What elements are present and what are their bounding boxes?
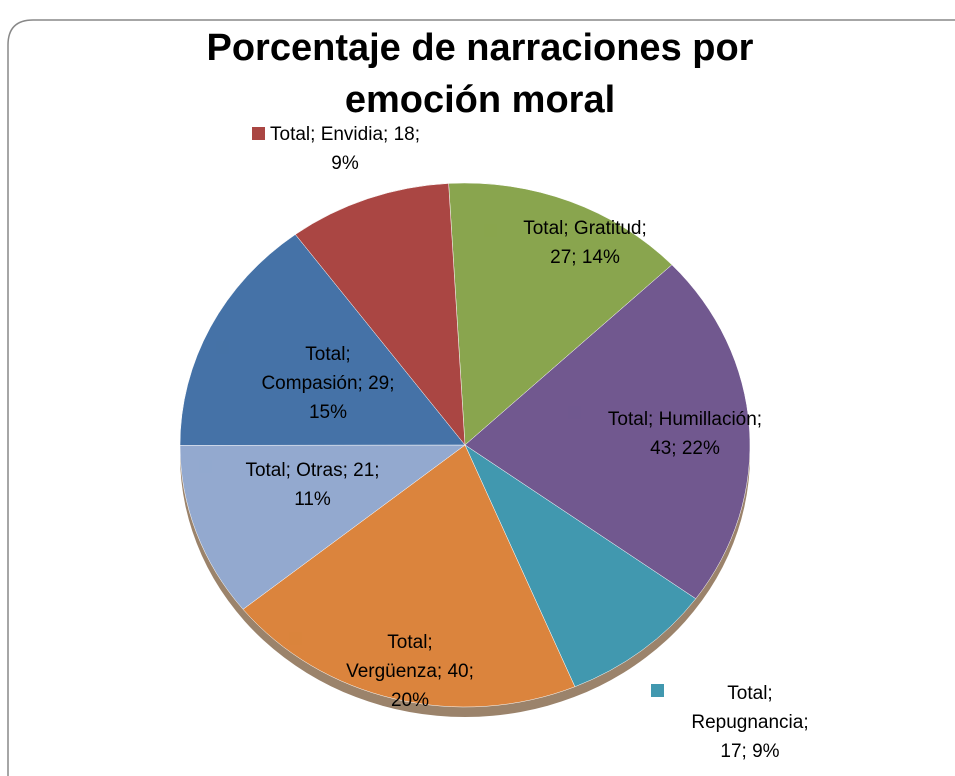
pie-slice [464,264,751,600]
pie-slice [179,234,466,446]
frame [7,19,955,776]
legend-key [289,632,302,645]
pie-slice [448,182,673,446]
legend-key [568,406,581,419]
legend-key [484,224,497,237]
pie-slice [179,444,466,610]
pie-slice [242,444,576,708]
pie-slice [464,444,697,688]
legend-key [252,127,265,140]
pie-slice [294,183,466,446]
chart-title: Porcentaje de narraciones por emoción mo… [206,27,754,121]
data-label: Total; Envidia; 18; 9% [270,124,420,174]
legend-key [199,460,212,473]
data-label: Total; Vergüenza; 40; 20% [346,632,474,711]
data-label: Total; Compasión; 29; 15% [261,344,395,423]
data-label: Total; Gratitud; 27; 14% [523,218,647,268]
data-label: Total; Otras; 21; 11% [245,460,380,510]
data-label: Total; Repugnancia; 17; 9% [691,683,809,762]
data-label: Total; Humillación; 43; 22% [607,409,763,459]
legend-key [216,341,229,354]
legend-key [651,684,664,697]
